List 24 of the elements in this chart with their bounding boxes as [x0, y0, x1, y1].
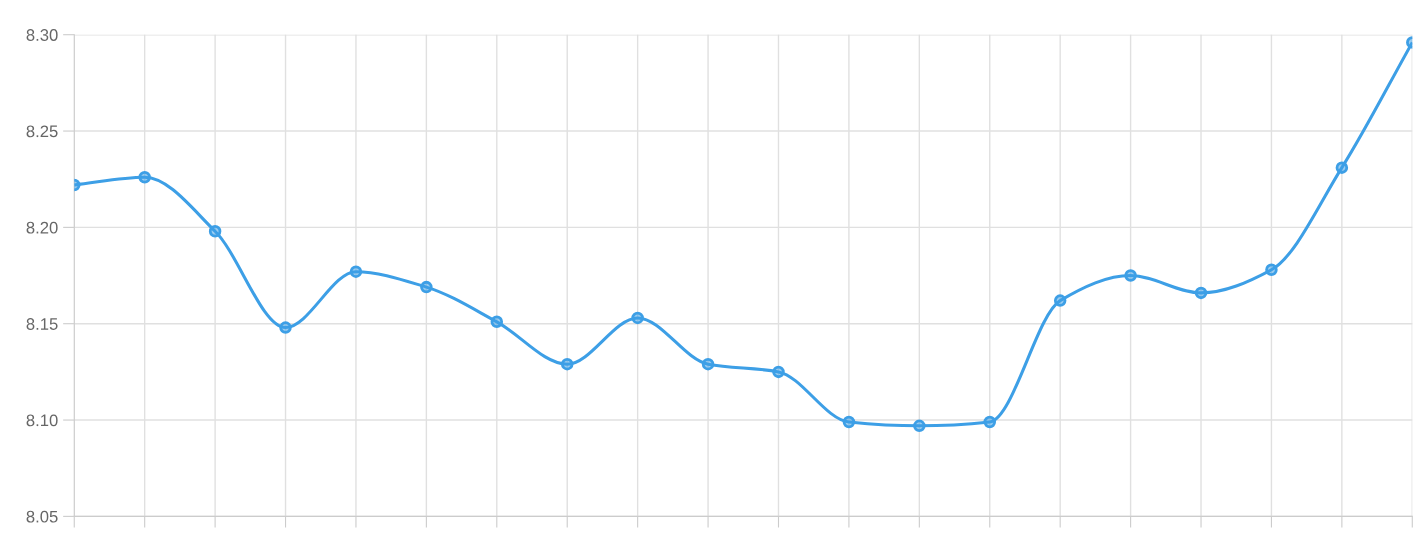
point: [1053, 294, 1067, 307]
point: [349, 265, 363, 278]
y-tick-label: 8.25: [26, 125, 58, 138]
point: [1265, 263, 1278, 277]
point: [208, 224, 222, 238]
y-tick-label: 8.30: [26, 29, 58, 41]
point: [701, 357, 715, 371]
point: [631, 311, 644, 325]
point: [1335, 161, 1349, 174]
point: [983, 415, 997, 429]
point: [420, 280, 433, 294]
point: [842, 415, 856, 429]
y-tick-label: 8.10: [26, 414, 58, 427]
point: [772, 365, 785, 379]
y-tick-label: 8.05: [26, 510, 58, 523]
point: [279, 321, 292, 334]
point: [138, 171, 151, 184]
point: [913, 419, 926, 433]
point: [560, 357, 574, 371]
y-tick-label: 8.20: [26, 221, 58, 234]
y-tick-label: 8.15: [26, 318, 58, 330]
point: [1124, 269, 1137, 282]
point: [1194, 286, 1208, 300]
point: [490, 315, 504, 329]
